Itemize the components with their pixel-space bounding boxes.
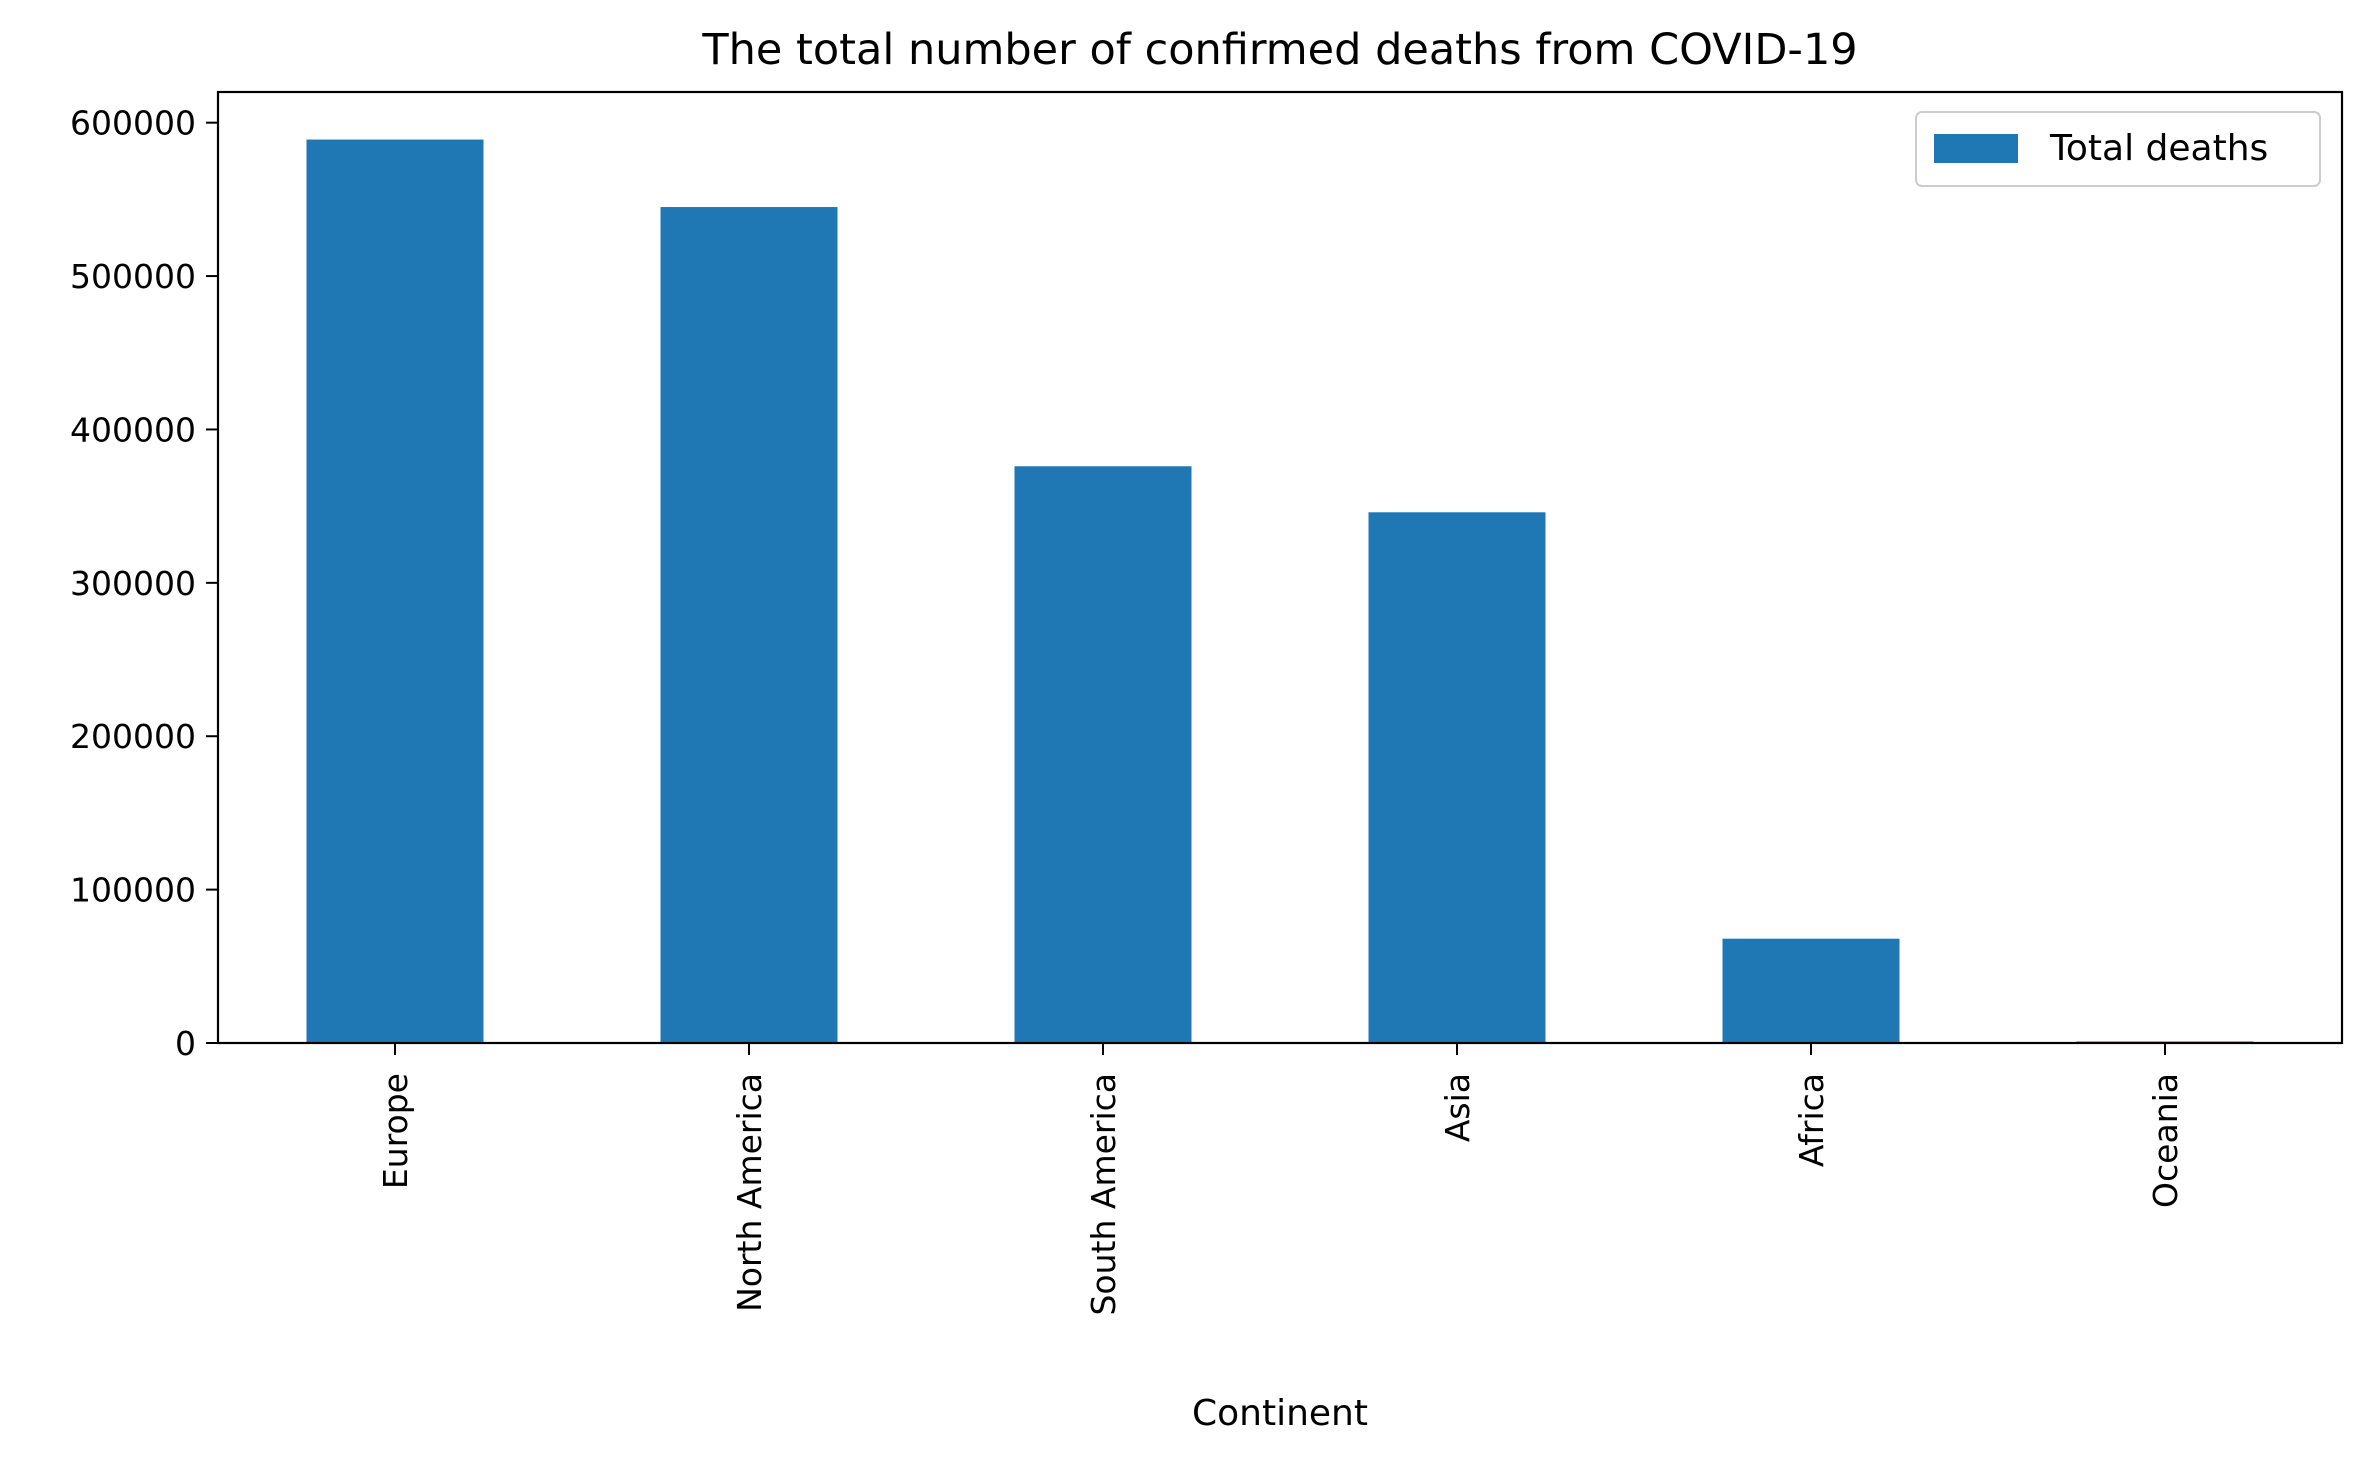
legend-label: Total deaths <box>2049 128 2268 169</box>
x-tick-label: Europe <box>376 1073 415 1189</box>
x-tick-label: Africa <box>1792 1073 1831 1167</box>
bar-asia <box>1368 512 1546 1043</box>
y-tick-label: 400000 <box>70 410 196 449</box>
legend: Total deaths <box>1915 111 2321 187</box>
y-tick-label: 600000 <box>70 104 196 143</box>
plot-frame <box>216 90 2344 1045</box>
y-tick-label: 200000 <box>70 717 196 756</box>
y-tick-label: 500000 <box>70 257 196 296</box>
bar-africa <box>1722 938 1900 1043</box>
x-tick-label: Oceania <box>2146 1073 2185 1208</box>
bar-europe <box>306 139 484 1044</box>
y-axis-ticks: 0 100000 200000 300000 400000 500000 600000 <box>70 104 218 1063</box>
x-axis-ticks: Europe North America South America Asia Afri… <box>376 1043 2185 1316</box>
y-tick-label: 100000 <box>70 871 196 910</box>
bar-south-america <box>1014 466 1192 1043</box>
bars <box>306 139 2254 1044</box>
legend-box <box>1915 111 2321 187</box>
x-axis-label: Continent <box>1192 1393 1368 1434</box>
x-tick-label: Asia <box>1438 1073 1477 1142</box>
x-tick-label: South America <box>1084 1073 1123 1316</box>
y-tick-label: 300000 <box>70 564 196 603</box>
bar-north-america <box>660 207 838 1043</box>
chart-title: The total number of confirmed deaths fro… <box>701 25 1857 75</box>
y-tick-label: 0 <box>175 1024 196 1063</box>
legend-swatch <box>1934 134 2018 163</box>
x-tick-label: North America <box>730 1073 769 1312</box>
